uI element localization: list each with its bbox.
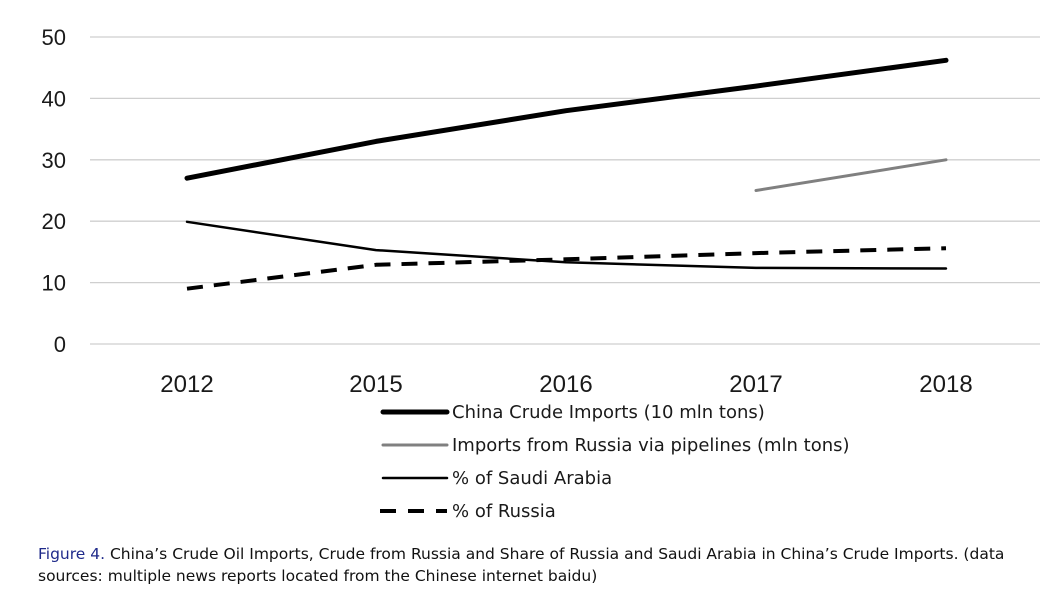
y-tick-label: 40 <box>42 86 66 111</box>
y-tick-label: 30 <box>42 148 66 173</box>
x-tick-label: 2016 <box>539 371 592 398</box>
y-axis-ticks: 0 10 20 30 40 50 <box>42 25 66 357</box>
series-line-1 <box>184 57 949 181</box>
figure-caption-text: China’s Crude Oil Imports, Crude from Ru… <box>38 545 1005 585</box>
series-line-4 <box>186 246 947 291</box>
legend-label: Imports from Russia via pipelines (mln t… <box>452 435 850 456</box>
legend-label: % of Russia <box>452 501 556 522</box>
y-tick-label: 20 <box>42 209 66 234</box>
x-tick-label: 2017 <box>729 371 782 398</box>
x-tick-label: 2012 <box>160 371 213 398</box>
y-tick-label: 10 <box>42 271 66 296</box>
figure-caption: Figure 4. China’s Crude Oil Imports, Cru… <box>38 543 1048 587</box>
legend-label: China Crude Imports (10 mln tons) <box>452 402 765 423</box>
gridlines <box>90 36 1040 345</box>
x-tick-label: 2015 <box>349 371 402 398</box>
x-axis-ticks: 2012 2015 2016 2017 2018 <box>160 371 972 398</box>
figure-label: Figure 4. <box>38 545 106 563</box>
y-tick-label: 0 <box>54 332 66 357</box>
series-line-2 <box>754 158 948 192</box>
y-tick-label: 50 <box>42 25 66 50</box>
line-chart: 0 10 20 30 40 50 2012 2015 2016 2017 2018 China C… <box>42 25 1040 522</box>
legend-label: % of Saudi Arabia <box>452 468 612 489</box>
x-tick-label: 2018 <box>919 371 972 398</box>
series-lines <box>184 57 949 291</box>
series-line-3 <box>185 220 948 270</box>
legend: China Crude Imports (10 mln tons) Imports… <box>380 402 850 522</box>
